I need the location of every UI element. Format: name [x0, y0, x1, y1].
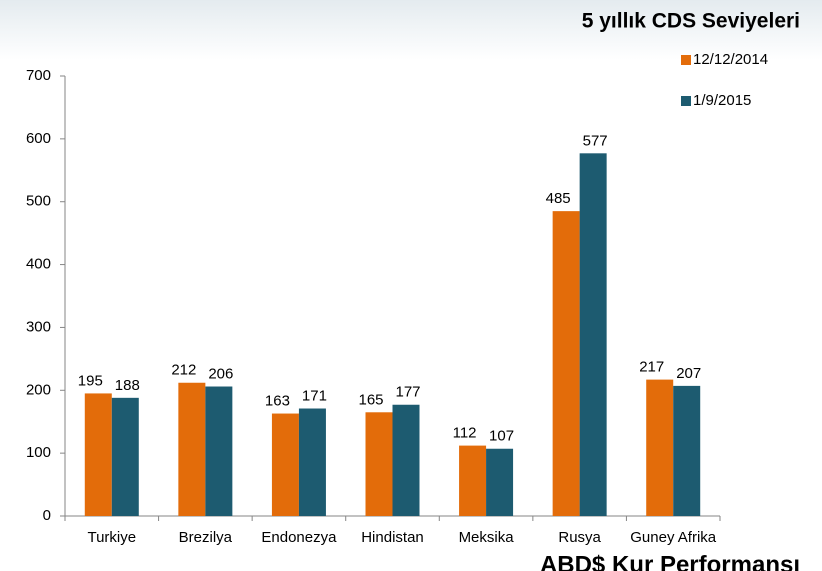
bar	[178, 382, 206, 516]
y-tick-label: 300	[26, 318, 51, 335]
bar	[271, 413, 299, 516]
y-tick-label: 400	[26, 256, 51, 273]
y-tick-label: 0	[43, 507, 51, 524]
header-band	[0, 0, 822, 60]
data-label: 171	[302, 387, 327, 404]
y-tick-label: 100	[26, 444, 51, 461]
bar	[298, 408, 326, 516]
footer-text: ABD$ Kur Performansı	[540, 551, 800, 571]
data-label: 195	[78, 372, 103, 389]
data-label: 188	[115, 377, 140, 394]
bar	[205, 386, 233, 516]
x-tick-label: Brezilya	[179, 529, 233, 546]
y-tick-label: 700	[26, 67, 51, 84]
data-label: 107	[489, 428, 514, 445]
bar	[552, 211, 580, 516]
data-label: 112	[453, 425, 477, 442]
chart-title: 5 yıllık CDS Seviyeleri	[582, 10, 800, 33]
x-tick-label: Rusya	[558, 529, 601, 546]
data-label: 577	[583, 132, 608, 149]
bar	[673, 385, 701, 516]
data-label: 485	[546, 190, 571, 207]
bar	[646, 379, 674, 516]
bar	[365, 412, 393, 516]
legend-swatch	[681, 96, 691, 106]
bar	[392, 404, 420, 516]
legend-label: 1/9/2015	[693, 92, 751, 109]
x-tick-label: Turkiye	[87, 529, 136, 546]
legend-label: 12/12/2014	[693, 51, 768, 68]
bar	[111, 397, 139, 516]
x-tick-label: Guney Afrika	[630, 529, 717, 546]
data-label: 163	[265, 393, 290, 410]
bar	[459, 445, 487, 516]
y-tick-label: 200	[26, 381, 51, 398]
y-tick-label: 600	[26, 130, 51, 147]
data-label: 206	[208, 365, 233, 382]
bar	[579, 153, 607, 517]
bar	[84, 393, 112, 516]
bar	[486, 448, 514, 516]
legend-swatch	[681, 55, 691, 65]
y-tick-label: 500	[26, 193, 51, 210]
x-tick-label: Endonezya	[261, 529, 337, 546]
data-label: 165	[358, 391, 383, 408]
x-tick-label: Hindistan	[361, 529, 424, 546]
data-label: 217	[639, 359, 664, 376]
x-tick-label: Meksika	[459, 529, 515, 546]
data-label: 212	[171, 362, 196, 379]
data-label: 207	[676, 365, 701, 382]
data-label: 177	[395, 384, 420, 401]
